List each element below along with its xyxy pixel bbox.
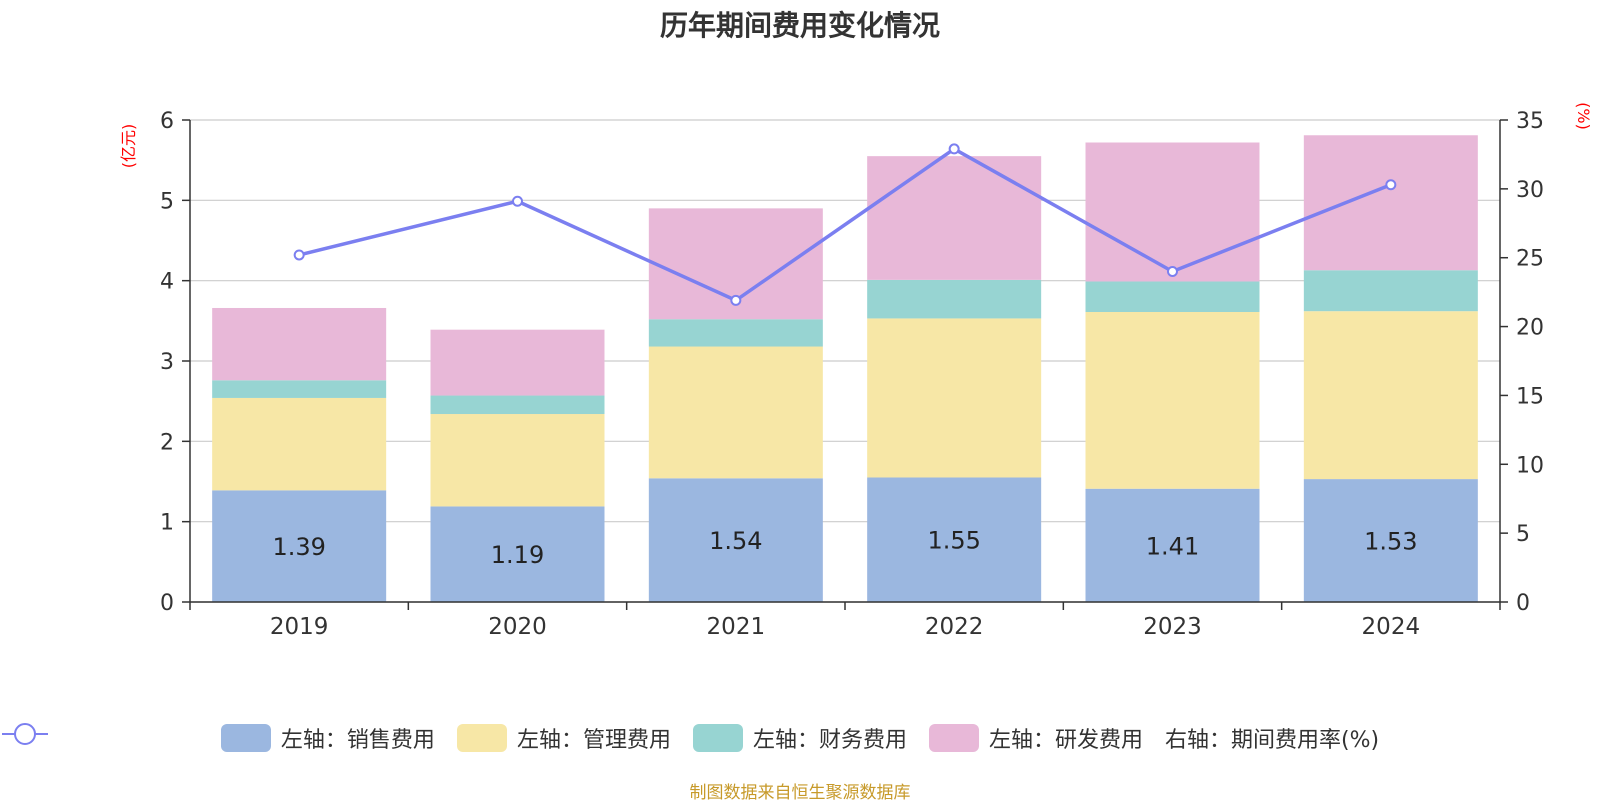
right-tick-label: 0	[1516, 591, 1530, 616]
legend-label: 左轴：销售费用	[280, 728, 435, 753]
legend-line-marker-icon	[2, 723, 48, 745]
legend-item: 右轴：期间费用率(%)	[2, 722, 1380, 754]
bar-segment	[648, 346, 823, 479]
bar-segment	[1303, 135, 1478, 271]
rate-line	[298, 146, 1392, 303]
bar-data-label: 1.55	[927, 527, 980, 555]
legend-swatch	[456, 724, 507, 752]
bar-data-label: 1.54	[709, 527, 762, 555]
right-tick-label: 30	[1516, 178, 1544, 203]
legend-item: 左轴：管理费用	[456, 722, 671, 754]
legend-label: 左轴：研发费用	[988, 728, 1143, 753]
bar-segment	[430, 414, 605, 507]
bar-segment	[1303, 311, 1478, 480]
left-axis-label: (亿元)	[119, 124, 138, 169]
bar-segment	[212, 307, 387, 381]
rate-point	[948, 143, 960, 155]
right-tick-label: 10	[1516, 453, 1544, 478]
x-tick-label: 2022	[925, 614, 984, 640]
left-tick-label: 1	[160, 511, 174, 536]
right-tick-label: 35	[1516, 109, 1544, 134]
rate-point	[1167, 265, 1178, 277]
legend-label: 右轴：期间费用率(%)	[1164, 728, 1380, 753]
bar-segment	[430, 329, 605, 396]
left-tick-label: 3	[160, 350, 174, 375]
rate-point	[730, 294, 742, 306]
legend-swatch	[692, 724, 743, 752]
bar-segment	[430, 395, 605, 415]
rate-point	[512, 195, 523, 207]
x-tick-label: 2019	[270, 614, 329, 640]
source-note: 制图数据来自恒生聚源数据库	[689, 783, 911, 803]
right-tick-label: 15	[1516, 384, 1544, 409]
right-tick-label: 25	[1516, 247, 1544, 272]
bar-data-label: 1.41	[1146, 532, 1199, 560]
bar-data-label: 1.53	[1364, 528, 1417, 556]
bar-segment	[867, 318, 1042, 478]
legend-item: 左轴：销售费用	[220, 722, 435, 754]
left-tick-label: 6	[160, 109, 174, 134]
bar-segment	[867, 279, 1042, 319]
rate-point	[1385, 179, 1397, 191]
chart-title: 历年期间费用变化情况	[659, 9, 940, 42]
bar-segment	[430, 506, 605, 602]
bar-segment	[648, 478, 823, 602]
x-tick-label: 2024	[1362, 614, 1421, 640]
bar-segment	[648, 319, 823, 347]
left-tick-label: 5	[160, 189, 174, 214]
right-tick-label: 20	[1516, 316, 1544, 341]
chart-svg: 0 1 2 3 4 5 6 0 5 10 15 20 25 30 35 (亿元) (%) 1.39 2019 1.19…	[119, 102, 1593, 640]
bar-segment	[1085, 488, 1260, 602]
left-tick-label: 0	[160, 591, 174, 616]
legend-label: 左轴：管理费用	[516, 728, 671, 753]
bar-segment	[212, 380, 387, 398]
legend-item: 左轴：研发费用	[928, 722, 1143, 754]
bar-segment	[1085, 142, 1260, 282]
bar-segment	[1303, 479, 1478, 602]
bar-segment	[1085, 311, 1260, 489]
legend-swatch	[220, 724, 271, 752]
legend-label: 左轴：财务费用	[752, 728, 907, 753]
left-tick-label: 4	[160, 270, 174, 295]
bar-segment	[867, 477, 1042, 602]
legend-swatch	[928, 724, 979, 752]
bar-data-label: 1.19	[491, 541, 544, 569]
legend-item: 左轴：财务费用	[692, 722, 907, 754]
right-axis-label: (%)	[1574, 102, 1593, 130]
bar-data-label: 1.39	[272, 533, 325, 561]
bar-segment	[1085, 281, 1260, 312]
bar-segment	[212, 490, 387, 602]
rate-point	[293, 249, 305, 261]
x-tick-label: 2020	[488, 614, 547, 640]
x-tick-label: 2023	[1143, 614, 1202, 640]
chart-legend: 左轴：销售费用 左轴：管理费用 左轴：财务费用 左轴：研发费用 右轴：期间费用率(%)	[0, 720, 1600, 756]
bar-segment	[212, 397, 387, 491]
left-tick-label: 2	[160, 430, 174, 455]
x-tick-label: 2021	[707, 614, 766, 640]
right-tick-label: 5	[1516, 522, 1530, 547]
bar-segment	[1303, 270, 1478, 312]
bar-segment	[867, 156, 1042, 280]
